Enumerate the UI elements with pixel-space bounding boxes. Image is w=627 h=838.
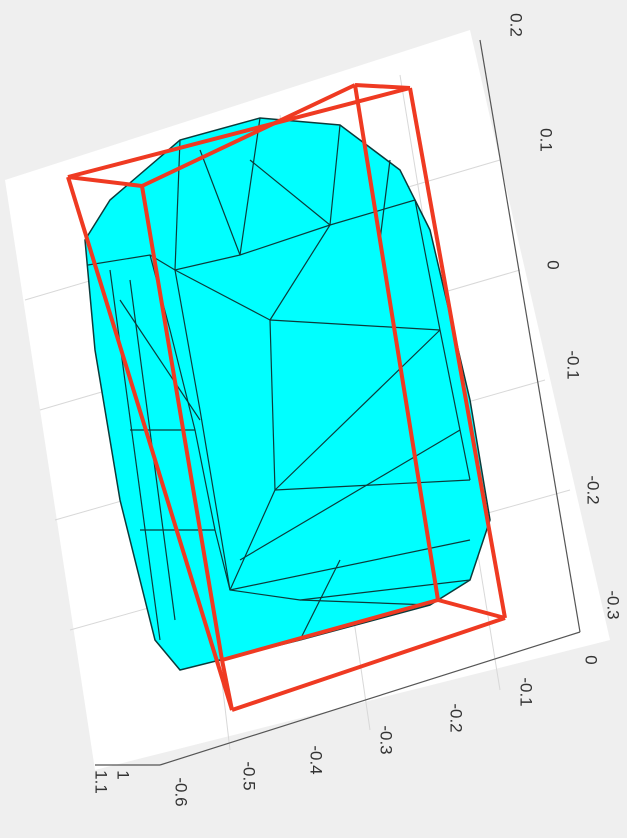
tick-label: -0.5 [240, 761, 259, 790]
tick-label: 0 [582, 655, 601, 664]
tick-label: 1 [114, 770, 133, 779]
axes [95, 39, 581, 766]
mesh-edges [87, 117, 471, 641]
tick-labels: 0.2 0.1 0 -0.1 -0.2 -0.3 0 -0.1 -0.2 -0.3 -0.4 -0.5… [92, 13, 623, 806]
convex-hull [84, 117, 491, 671]
tick-label: 1.1 [92, 770, 111, 794]
tick-label: -0.2 [584, 475, 603, 504]
tick-label: -0.2 [447, 703, 466, 732]
tick-label: 0.2 [507, 13, 526, 37]
tick-label: 0.1 [537, 128, 556, 152]
tick-label: -0.6 [172, 777, 191, 806]
tick-label: -0.1 [517, 677, 536, 706]
tick-label: -0.3 [377, 725, 396, 754]
tick-label: -0.4 [307, 745, 326, 774]
tick-label: -0.3 [604, 590, 623, 619]
tick-label: -0.1 [564, 350, 583, 379]
tick-label: 0 [544, 260, 563, 269]
bounding-box [66, 83, 507, 712]
